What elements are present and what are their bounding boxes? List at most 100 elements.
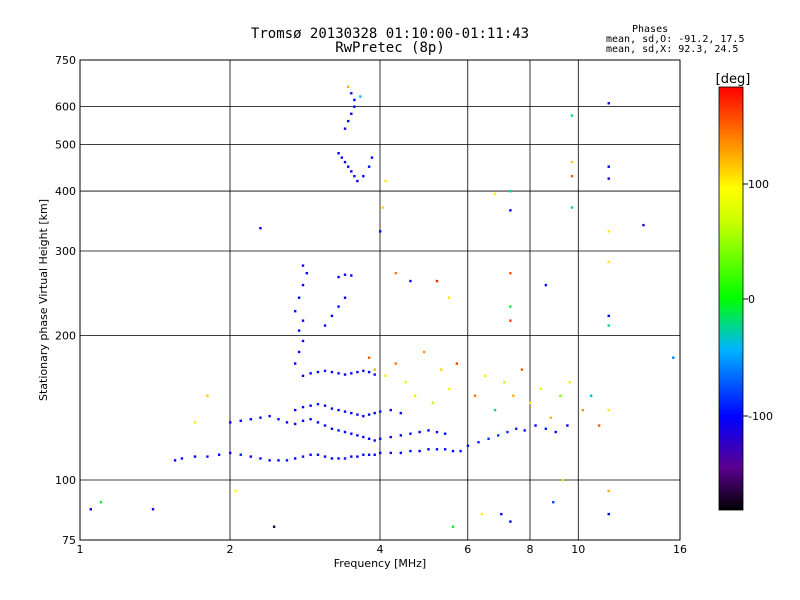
data-point <box>180 457 184 460</box>
x-tick-label: 16 <box>673 543 687 556</box>
data-point <box>373 411 376 415</box>
data-point <box>373 373 376 376</box>
data-point <box>607 165 610 168</box>
data-point <box>350 170 353 173</box>
data-point <box>447 296 451 299</box>
data-point <box>353 105 356 108</box>
data-point <box>570 114 574 117</box>
data-point <box>356 370 359 374</box>
data-point <box>268 459 271 462</box>
data-point <box>330 370 334 374</box>
data-point <box>607 512 610 516</box>
data-point <box>451 525 455 528</box>
data-point <box>343 127 347 130</box>
data-point <box>259 457 262 460</box>
data-point <box>293 422 297 426</box>
data-point <box>337 429 340 432</box>
data-point <box>343 430 347 434</box>
data-point <box>367 356 371 359</box>
data-point <box>305 271 309 275</box>
y-tick-label: 750 <box>55 54 76 67</box>
data-point <box>394 362 398 365</box>
data-point <box>523 429 526 432</box>
data-point <box>309 372 312 375</box>
data-point <box>607 177 610 180</box>
data-point <box>607 260 610 264</box>
data-point <box>285 459 289 462</box>
data-point <box>384 374 387 378</box>
data-point <box>568 381 571 384</box>
chart-title-line-2: RwPretec (8p) <box>335 40 445 56</box>
data-point <box>353 98 356 102</box>
data-point <box>439 368 443 371</box>
data-point <box>484 374 487 378</box>
x-axis-label: Frequency [MHz] <box>334 557 426 570</box>
data-point <box>272 525 276 528</box>
data-point <box>427 429 430 432</box>
colorbar <box>719 87 743 510</box>
data-point <box>337 275 340 279</box>
data-point <box>418 449 421 453</box>
x-tick-label: 6 <box>464 543 471 556</box>
data-point <box>399 411 403 415</box>
data-point <box>370 156 374 159</box>
data-point <box>277 418 280 421</box>
data-point <box>394 271 398 275</box>
data-point <box>520 368 524 371</box>
data-point <box>301 455 305 458</box>
data-point <box>509 520 512 523</box>
data-point <box>409 449 412 453</box>
data-point <box>473 394 477 397</box>
data-point <box>330 427 334 430</box>
data-point <box>399 451 403 455</box>
data-point <box>337 408 340 412</box>
data-point <box>350 274 353 277</box>
data-point <box>293 408 297 412</box>
data-point <box>367 453 371 456</box>
data-point <box>607 408 610 412</box>
plot-frame <box>79 59 681 541</box>
phase-stats-x: mean, sd,X: 92.3, 24.5 <box>606 44 739 55</box>
data-point <box>301 319 305 322</box>
data-point <box>559 394 562 397</box>
data-point <box>362 369 365 373</box>
data-point <box>229 421 232 424</box>
data-point <box>277 459 280 462</box>
data-point <box>607 489 610 493</box>
colorbar-tick-minus-100: -100 <box>748 410 773 423</box>
data-point <box>323 455 327 458</box>
data-point <box>362 174 365 178</box>
data-point <box>435 279 439 283</box>
data-point <box>607 102 610 105</box>
data-point <box>337 152 340 155</box>
data-point <box>500 512 503 516</box>
data-point <box>607 314 610 318</box>
data-point <box>173 459 177 462</box>
data-point <box>493 192 497 196</box>
data-point <box>151 508 155 511</box>
data-point <box>234 489 237 493</box>
data-point <box>534 424 537 427</box>
data-point <box>206 455 209 458</box>
tick-labels: 1 2 4 6 8 10 16 750 600 500 400 300 200 100 75 <box>55 54 687 556</box>
data-point <box>552 500 555 504</box>
data-point <box>570 160 574 164</box>
data-point <box>301 264 305 267</box>
data-point <box>422 350 426 354</box>
data-point <box>399 434 403 437</box>
data-point <box>301 283 305 287</box>
data-point <box>297 296 301 299</box>
data-point <box>343 160 347 164</box>
data-point <box>337 457 340 460</box>
x-tick-label: 10 <box>571 543 585 556</box>
data-point <box>293 309 297 313</box>
phase-stats-heading: Phases <box>632 24 669 35</box>
data-point <box>316 453 320 456</box>
data-point <box>549 416 553 419</box>
data-point <box>316 370 320 374</box>
data-point <box>350 372 353 375</box>
y-tick-label: 400 <box>55 185 76 198</box>
data-point <box>672 356 675 359</box>
data-point <box>379 230 382 233</box>
data-point <box>239 419 242 422</box>
